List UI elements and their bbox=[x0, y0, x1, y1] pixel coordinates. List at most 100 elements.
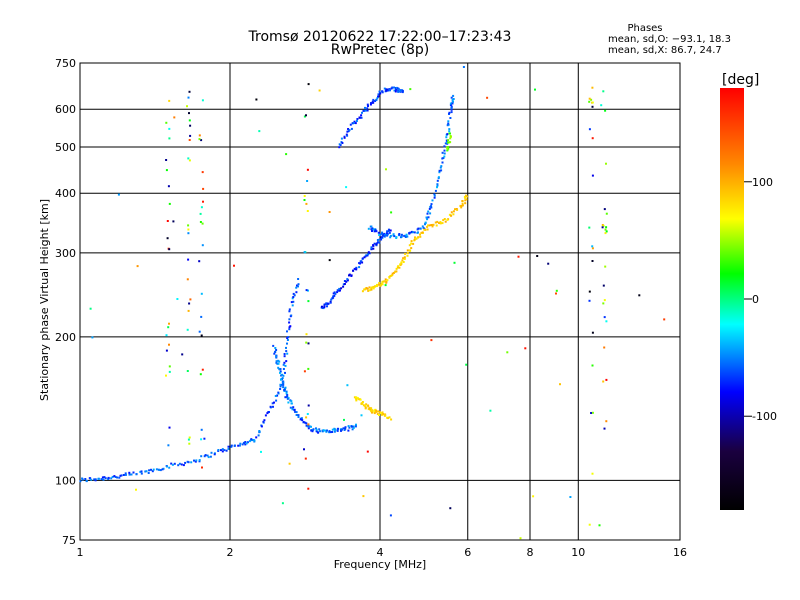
data-point bbox=[423, 228, 426, 231]
data-point bbox=[103, 476, 106, 479]
data-point bbox=[464, 199, 467, 202]
data-point bbox=[452, 94, 455, 97]
data-point bbox=[412, 231, 415, 234]
data-point bbox=[292, 300, 295, 303]
data-point bbox=[436, 183, 439, 186]
data-point bbox=[427, 210, 430, 213]
data-point bbox=[333, 430, 336, 433]
data-point bbox=[165, 349, 168, 352]
data-point bbox=[303, 448, 305, 451]
data-point bbox=[408, 232, 411, 235]
data-point bbox=[186, 278, 189, 281]
data-point bbox=[200, 438, 203, 441]
data-point bbox=[288, 321, 291, 324]
data-point bbox=[426, 225, 429, 228]
data-point bbox=[340, 287, 343, 290]
data-point bbox=[170, 462, 173, 465]
data-point bbox=[352, 426, 355, 429]
data-point bbox=[186, 105, 188, 108]
data-point bbox=[588, 97, 591, 100]
data-point bbox=[434, 189, 437, 192]
data-point bbox=[227, 445, 230, 448]
data-point bbox=[325, 430, 328, 433]
data-point bbox=[198, 138, 201, 141]
data-point bbox=[140, 472, 143, 475]
data-point bbox=[602, 380, 605, 383]
data-point bbox=[364, 288, 367, 291]
data-point bbox=[182, 464, 185, 467]
data-point bbox=[305, 424, 308, 427]
data-point bbox=[113, 475, 116, 478]
data-point bbox=[189, 134, 192, 137]
data-point bbox=[377, 241, 379, 244]
data-point bbox=[178, 462, 181, 465]
data-point bbox=[201, 244, 204, 247]
data-point bbox=[449, 132, 451, 135]
data-point bbox=[348, 273, 351, 276]
data-point bbox=[412, 242, 415, 245]
data-point bbox=[122, 474, 125, 476]
data-point bbox=[199, 212, 202, 215]
data-point bbox=[295, 291, 298, 294]
colorbar-tick-label: -100 bbox=[752, 410, 777, 423]
data-point bbox=[165, 334, 168, 337]
data-point bbox=[591, 472, 594, 475]
data-point bbox=[280, 378, 282, 381]
data-point bbox=[89, 477, 92, 480]
data-point bbox=[419, 227, 422, 230]
data-point bbox=[255, 436, 258, 439]
data-point bbox=[288, 310, 291, 313]
data-point bbox=[303, 195, 306, 197]
data-point bbox=[369, 408, 372, 411]
data-point bbox=[370, 408, 373, 411]
data-point bbox=[378, 238, 381, 241]
data-point bbox=[447, 146, 449, 148]
data-point bbox=[441, 157, 444, 160]
data-point bbox=[128, 471, 131, 474]
data-point bbox=[352, 269, 355, 272]
data-point bbox=[304, 421, 307, 424]
data-point bbox=[286, 394, 289, 396]
data-point bbox=[136, 265, 139, 268]
data-point bbox=[404, 252, 407, 255]
data-point bbox=[159, 469, 162, 472]
data-point bbox=[404, 236, 407, 238]
data-point bbox=[591, 247, 594, 250]
data-point bbox=[410, 242, 413, 245]
data-point bbox=[171, 463, 174, 466]
data-point bbox=[410, 240, 413, 243]
data-point bbox=[385, 281, 388, 284]
data-point bbox=[443, 218, 446, 220]
data-point bbox=[275, 399, 278, 402]
data-point bbox=[286, 397, 289, 400]
y-axis-label: Stationary phase Virtual Height [km] bbox=[38, 199, 51, 401]
data-point bbox=[364, 106, 366, 109]
data-point bbox=[97, 477, 100, 480]
data-point bbox=[343, 136, 346, 139]
data-point bbox=[158, 469, 161, 471]
data-point bbox=[328, 211, 331, 213]
data-point bbox=[430, 205, 432, 208]
data-point bbox=[411, 230, 413, 233]
data-point bbox=[367, 227, 370, 230]
data-point bbox=[180, 463, 183, 466]
data-point bbox=[605, 320, 608, 323]
data-point bbox=[417, 227, 420, 230]
data-point bbox=[438, 169, 441, 172]
data-point bbox=[524, 347, 527, 350]
data-point bbox=[376, 413, 379, 415]
data-point bbox=[187, 228, 190, 231]
data-point bbox=[333, 291, 336, 294]
x-tick-label: 6 bbox=[464, 546, 471, 559]
data-point bbox=[203, 455, 206, 458]
data-point bbox=[209, 455, 212, 458]
data-point bbox=[434, 221, 437, 224]
data-point bbox=[395, 267, 398, 270]
data-point bbox=[233, 444, 236, 447]
data-point bbox=[395, 86, 398, 89]
data-point bbox=[290, 402, 293, 405]
data-point bbox=[353, 267, 356, 270]
data-point bbox=[201, 222, 204, 225]
data-point bbox=[272, 344, 275, 347]
data-point bbox=[388, 88, 391, 91]
